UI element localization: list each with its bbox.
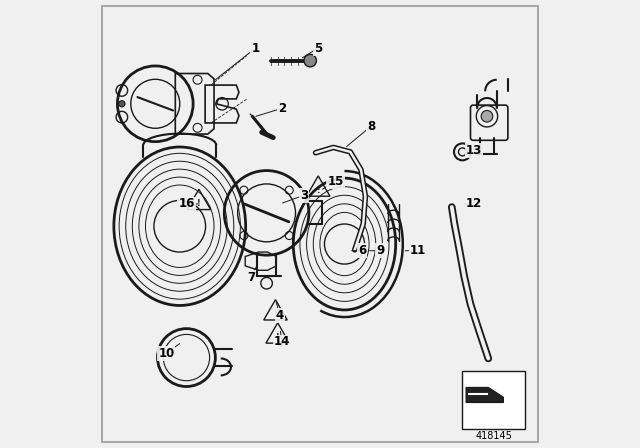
- Circle shape: [481, 111, 493, 122]
- Text: 8: 8: [367, 120, 375, 133]
- Polygon shape: [466, 388, 504, 403]
- Text: 9: 9: [376, 244, 384, 257]
- Text: 4: 4: [276, 309, 284, 322]
- Text: 14: 14: [274, 336, 291, 349]
- Text: 6: 6: [358, 244, 367, 257]
- Text: !: !: [276, 333, 280, 342]
- Text: 3: 3: [300, 189, 308, 202]
- Text: 12: 12: [465, 198, 482, 211]
- Text: 16: 16: [179, 198, 195, 211]
- Text: 418145: 418145: [475, 431, 512, 440]
- Text: 11: 11: [410, 244, 426, 257]
- Text: 15: 15: [328, 175, 344, 188]
- Text: 5: 5: [314, 42, 322, 55]
- Text: 13: 13: [465, 144, 482, 157]
- Circle shape: [304, 54, 316, 67]
- Text: 2: 2: [278, 102, 286, 115]
- Text: 1: 1: [252, 42, 259, 55]
- Text: !: !: [274, 310, 277, 319]
- Bar: [463, 371, 525, 429]
- Text: 7: 7: [247, 271, 255, 284]
- Text: !: !: [197, 199, 201, 208]
- Text: 10: 10: [158, 347, 175, 360]
- Circle shape: [119, 101, 125, 107]
- Text: !: !: [316, 186, 320, 195]
